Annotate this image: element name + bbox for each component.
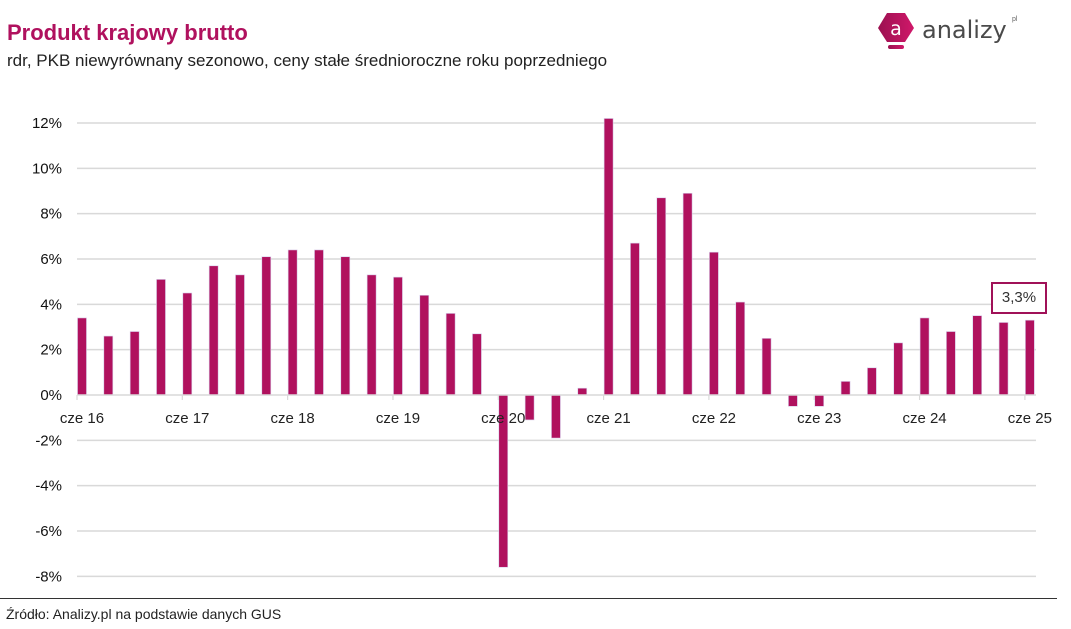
x-tick-label: cze 21 [586, 410, 630, 427]
bar [946, 331, 956, 396]
x-tick-label: cze 20 [481, 410, 525, 427]
bar [340, 256, 351, 396]
bar [103, 335, 114, 396]
bar [129, 331, 140, 396]
analizy-logo-icon: a [878, 13, 914, 49]
bar [814, 394, 825, 407]
logo-glyph: a [890, 18, 902, 40]
x-axis-labels: cze 16 cze 17 cze 18 cze 19 cze 20 cze 21 cze … [60, 410, 1052, 427]
bar [445, 313, 456, 396]
bar [208, 265, 219, 396]
y-tick-label: 12% [32, 115, 62, 132]
bar [840, 381, 851, 396]
y-tick-label: -6% [35, 523, 62, 540]
source-note: Źródło: Analizy.pl na podstawie danych G… [6, 606, 282, 622]
bar [630, 242, 640, 396]
bar [524, 394, 535, 421]
y-tick-label: 6% [40, 251, 62, 268]
bar [867, 367, 877, 396]
bar [788, 394, 798, 407]
gridlines [77, 122, 1036, 578]
chart-title: Produkt krajowy brutto [7, 20, 248, 45]
logo-superscript: pl [1012, 16, 1018, 23]
y-tick-label: 0% [40, 387, 62, 404]
bar [893, 342, 904, 396]
x-tick-label: cze 16 [60, 410, 104, 427]
bar [919, 317, 930, 396]
bar [287, 249, 298, 396]
analizy-logo: a analizy pl [876, 10, 1036, 52]
bar [551, 394, 561, 439]
bar [998, 322, 1009, 396]
y-tick-label: 2% [40, 342, 62, 359]
x-tick-label: cze 23 [797, 410, 841, 427]
x-tick-label: cze 18 [271, 410, 315, 427]
footer-divider [0, 598, 1057, 599]
x-tick-label: cze 25 [1008, 410, 1052, 427]
bar [366, 274, 377, 396]
y-tick-label: -4% [35, 478, 62, 495]
bar [314, 249, 324, 396]
x-axis [76, 394, 1036, 400]
bar [156, 279, 166, 396]
x-tick-label: cze 19 [376, 410, 420, 427]
bar [709, 251, 719, 396]
bar [235, 274, 245, 396]
bar [261, 256, 272, 396]
bar [1025, 319, 1035, 396]
y-tick-label: 4% [40, 296, 62, 313]
y-tick-label: 10% [32, 160, 62, 177]
bar [182, 292, 193, 396]
logo-text: analizy [922, 16, 1007, 44]
y-tick-label: -2% [35, 432, 62, 449]
bars [77, 118, 1035, 568]
bar [603, 118, 614, 396]
bar [393, 276, 403, 396]
x-tick-label: cze 17 [165, 410, 209, 427]
bar [656, 197, 667, 396]
x-tick-label: cze 24 [902, 410, 946, 427]
y-tick-label: 8% [40, 206, 62, 223]
y-axis-labels: 12% 10% 8% 6% 4% 2% 0% -2% -4% -6% -8% [32, 115, 62, 585]
chart-subtitle: rdr, PKB niewyrównany sezonowo, ceny sta… [7, 51, 608, 70]
bar [735, 301, 746, 396]
y-tick-label: -8% [35, 568, 62, 585]
bar [682, 192, 693, 396]
last-value-callout: 3,3% [991, 282, 1047, 314]
bar [577, 387, 588, 396]
bar [761, 338, 772, 396]
bar [419, 294, 430, 396]
x-tick-label: cze 22 [692, 410, 736, 427]
bar [972, 315, 983, 396]
bar [77, 317, 87, 396]
bar [472, 333, 482, 396]
